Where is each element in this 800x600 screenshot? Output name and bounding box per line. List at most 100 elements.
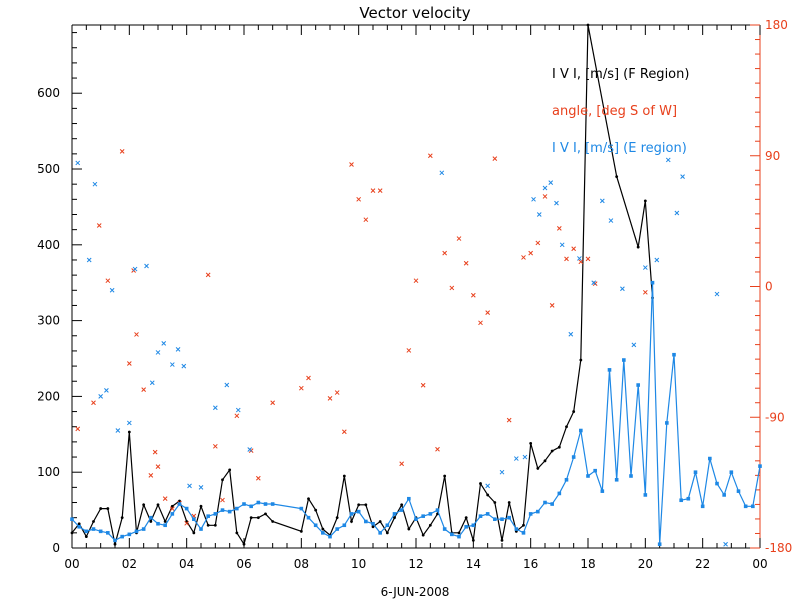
data-point <box>328 534 332 539</box>
data-marker-x <box>341 429 347 435</box>
data-point <box>192 517 196 521</box>
data-marker-x <box>370 188 376 193</box>
data-point <box>421 514 425 518</box>
data-point <box>700 504 705 509</box>
data-point <box>106 507 110 510</box>
data-marker-x <box>105 278 111 284</box>
data-point <box>270 502 275 506</box>
data-point <box>708 456 712 461</box>
data-marker-x <box>148 473 154 478</box>
legend: I V I, [m/s] (F Region) angle, [deg S of… <box>552 67 689 156</box>
data-marker-x <box>175 347 181 352</box>
data-point <box>392 512 397 516</box>
data-marker-x <box>608 218 614 223</box>
data-point <box>264 512 267 516</box>
data-marker-x <box>470 292 476 298</box>
data-point <box>120 534 124 539</box>
data-point <box>149 520 153 523</box>
data-marker-x <box>155 350 161 355</box>
data-point <box>414 517 418 521</box>
data-point <box>543 500 547 505</box>
data-marker-x <box>542 194 548 199</box>
data-point <box>228 468 232 472</box>
x-tick-label: 06 <box>236 557 251 571</box>
data-point <box>371 525 375 529</box>
data-point <box>213 512 218 516</box>
data-marker-x <box>234 413 240 419</box>
data-point <box>342 523 347 528</box>
data-marker-x <box>109 287 115 293</box>
series-line <box>71 24 654 546</box>
data-point <box>672 352 676 357</box>
data-point <box>235 506 239 511</box>
data-point <box>493 501 497 504</box>
data-marker-x <box>92 181 98 187</box>
data-point <box>571 455 576 459</box>
x-tick-label: 22 <box>695 557 710 571</box>
data-point <box>98 529 103 534</box>
data-point <box>521 531 526 535</box>
data-point <box>263 502 268 506</box>
data-marker-x <box>75 426 81 432</box>
data-point <box>127 430 131 434</box>
data-marker-x <box>98 394 104 399</box>
data-marker-x <box>463 260 469 266</box>
data-point <box>407 527 411 531</box>
data-point <box>507 501 511 504</box>
data-marker-x <box>86 257 92 263</box>
data-point <box>464 516 468 520</box>
data-point <box>371 521 375 526</box>
data-point <box>141 527 146 531</box>
data-point <box>199 527 203 531</box>
data-marker-x <box>306 375 311 381</box>
data-point <box>206 523 210 527</box>
data-marker-x <box>485 483 491 489</box>
series-2 <box>70 280 762 547</box>
data-marker-x <box>169 362 175 367</box>
data-point <box>249 504 253 509</box>
data-marker-x <box>141 387 147 393</box>
data-marker-x <box>642 289 648 295</box>
data-point <box>443 474 447 478</box>
data-point <box>84 535 88 539</box>
data-point <box>650 280 655 285</box>
data-point <box>428 523 432 527</box>
data-point <box>586 23 590 27</box>
data-marker-x <box>162 496 168 501</box>
data-point <box>586 474 590 478</box>
data-marker-x <box>456 236 462 241</box>
data-marker-x <box>449 285 455 291</box>
data-marker-x <box>224 382 230 388</box>
data-marker-x <box>149 380 155 386</box>
plot-axes: 00 02 04 06 08 10 12 14 16 18 20 22 0001002003004005… <box>37 18 792 571</box>
data-point <box>572 410 576 413</box>
x-tick-label: 18 <box>580 557 595 571</box>
data-marker-x <box>96 223 102 228</box>
data-point <box>349 512 354 516</box>
data-marker-x <box>247 447 253 452</box>
data-point <box>686 496 691 501</box>
data-marker-x <box>564 256 569 262</box>
legend-f-region: I V I, [m/s] (F Region) <box>552 67 689 82</box>
data-point <box>500 539 504 542</box>
x-tick-label: 00 <box>752 557 767 571</box>
y-tick-label: 200 <box>37 389 60 403</box>
x-tick-label: 16 <box>523 557 538 571</box>
data-point <box>457 534 461 539</box>
data-point <box>364 503 368 507</box>
data-point <box>357 503 361 507</box>
data-point <box>385 523 390 528</box>
series-line <box>71 282 761 545</box>
data-point <box>156 503 160 507</box>
x-tick-label: 02 <box>122 557 137 571</box>
y-tick-label: 400 <box>37 238 60 252</box>
data-point <box>256 516 260 520</box>
y-tick-label: 100 <box>37 465 60 479</box>
data-point <box>643 493 648 497</box>
data-point <box>142 503 146 507</box>
data-point <box>715 481 719 486</box>
data-marker-x <box>406 348 412 353</box>
data-marker-x <box>155 464 161 469</box>
data-point <box>299 506 304 511</box>
data-marker-x <box>161 340 167 346</box>
